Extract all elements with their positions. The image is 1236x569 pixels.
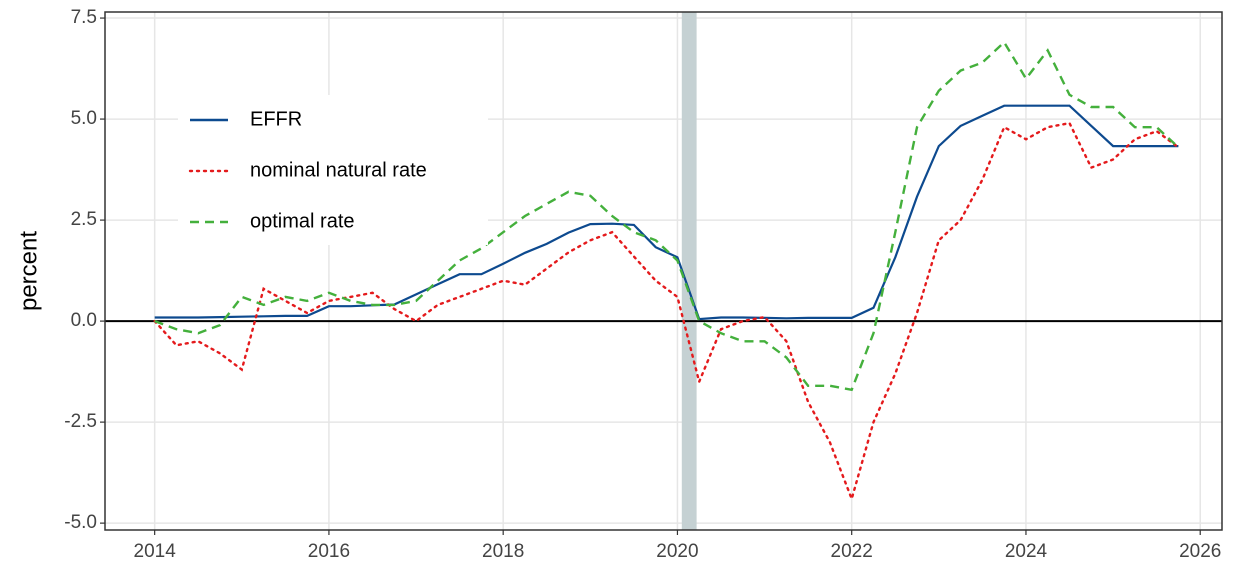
y-tick-label: 5.0 bbox=[71, 108, 97, 129]
y-tick-label: 0.0 bbox=[71, 310, 97, 331]
data-line bbox=[154, 104, 1179, 321]
x-tick-label: 2022 bbox=[831, 541, 873, 562]
legend-label: nominal natural rate bbox=[250, 159, 427, 181]
plot-frame bbox=[104, 11, 1223, 531]
x-tick-label: 2014 bbox=[134, 541, 177, 562]
x-tick-label: 2026 bbox=[1179, 541, 1221, 562]
y-axis-label: percent bbox=[15, 231, 42, 311]
y-tick-label: 7.5 bbox=[71, 7, 97, 28]
data-line bbox=[153, 121, 1180, 503]
y-tick-label: 2.5 bbox=[71, 209, 97, 230]
x-tick-label: 2018 bbox=[482, 541, 524, 562]
legend-box bbox=[178, 95, 488, 245]
y-tick-label: -5.0 bbox=[64, 512, 97, 533]
x-tick-label: 2024 bbox=[1005, 541, 1048, 562]
y-tick-label: -2.5 bbox=[64, 411, 97, 432]
data-line bbox=[154, 40, 1180, 392]
shaded-region bbox=[681, 12, 697, 530]
x-tick-label: 2016 bbox=[308, 541, 350, 562]
legend-label: EFFR bbox=[250, 108, 302, 130]
legend-label: optimal rate bbox=[250, 210, 355, 232]
x-tick-label: 2020 bbox=[656, 541, 698, 562]
